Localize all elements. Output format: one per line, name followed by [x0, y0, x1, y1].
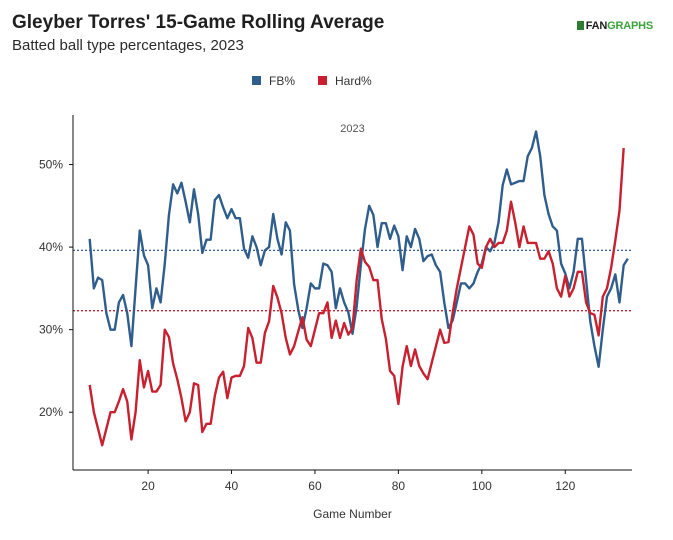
chart-title: Gleyber Torres' 15-Game Rolling Average — [12, 12, 385, 33]
x-axis-ticks: 20 40 60 80 100 120 — [141, 470, 576, 493]
x-tick-label: 40 — [225, 479, 239, 493]
y-tick-label: 30% — [39, 323, 63, 337]
x-tick-label: 100 — [472, 479, 492, 493]
x-tick-label: 20 — [141, 479, 155, 493]
legend-label: FB% — [269, 74, 295, 88]
axes — [72, 115, 632, 471]
legend-item-hard-pct: Hard% — [318, 74, 372, 88]
legend-label: Hard% — [335, 74, 372, 88]
legend: FB% Hard% — [252, 74, 372, 88]
logo-fan-text: FAN — [585, 20, 608, 32]
x-tick-label: 60 — [308, 479, 322, 493]
x-tick-label: 120 — [555, 479, 575, 493]
fangraphs-logo: FANGRAPHS — [576, 20, 653, 32]
y-axis-ticks: 20% 30% 40% 50% — [39, 158, 73, 419]
facet-label: 2023 — [340, 123, 364, 135]
logo-graphs-text: GRAPHS — [607, 20, 653, 32]
logo-mark-icon — [576, 21, 584, 30]
y-tick-label: 50% — [39, 158, 63, 172]
legend-item-fb-pct: FB% — [252, 74, 295, 88]
x-axis-title: Game Number — [313, 507, 392, 521]
legend-swatch — [318, 76, 327, 85]
average-reference-lines — [73, 249, 632, 312]
chart-subtitle: Batted ball type percentages, 2023 — [12, 37, 244, 54]
series-line-hard-pct — [88, 147, 625, 447]
series-line-fb-pct — [88, 130, 629, 368]
x-tick-label: 80 — [392, 479, 406, 493]
y-tick-label: 20% — [39, 405, 63, 419]
y-tick-label: 40% — [39, 240, 63, 254]
legend-swatch — [252, 76, 261, 85]
series-lines — [88, 130, 629, 447]
